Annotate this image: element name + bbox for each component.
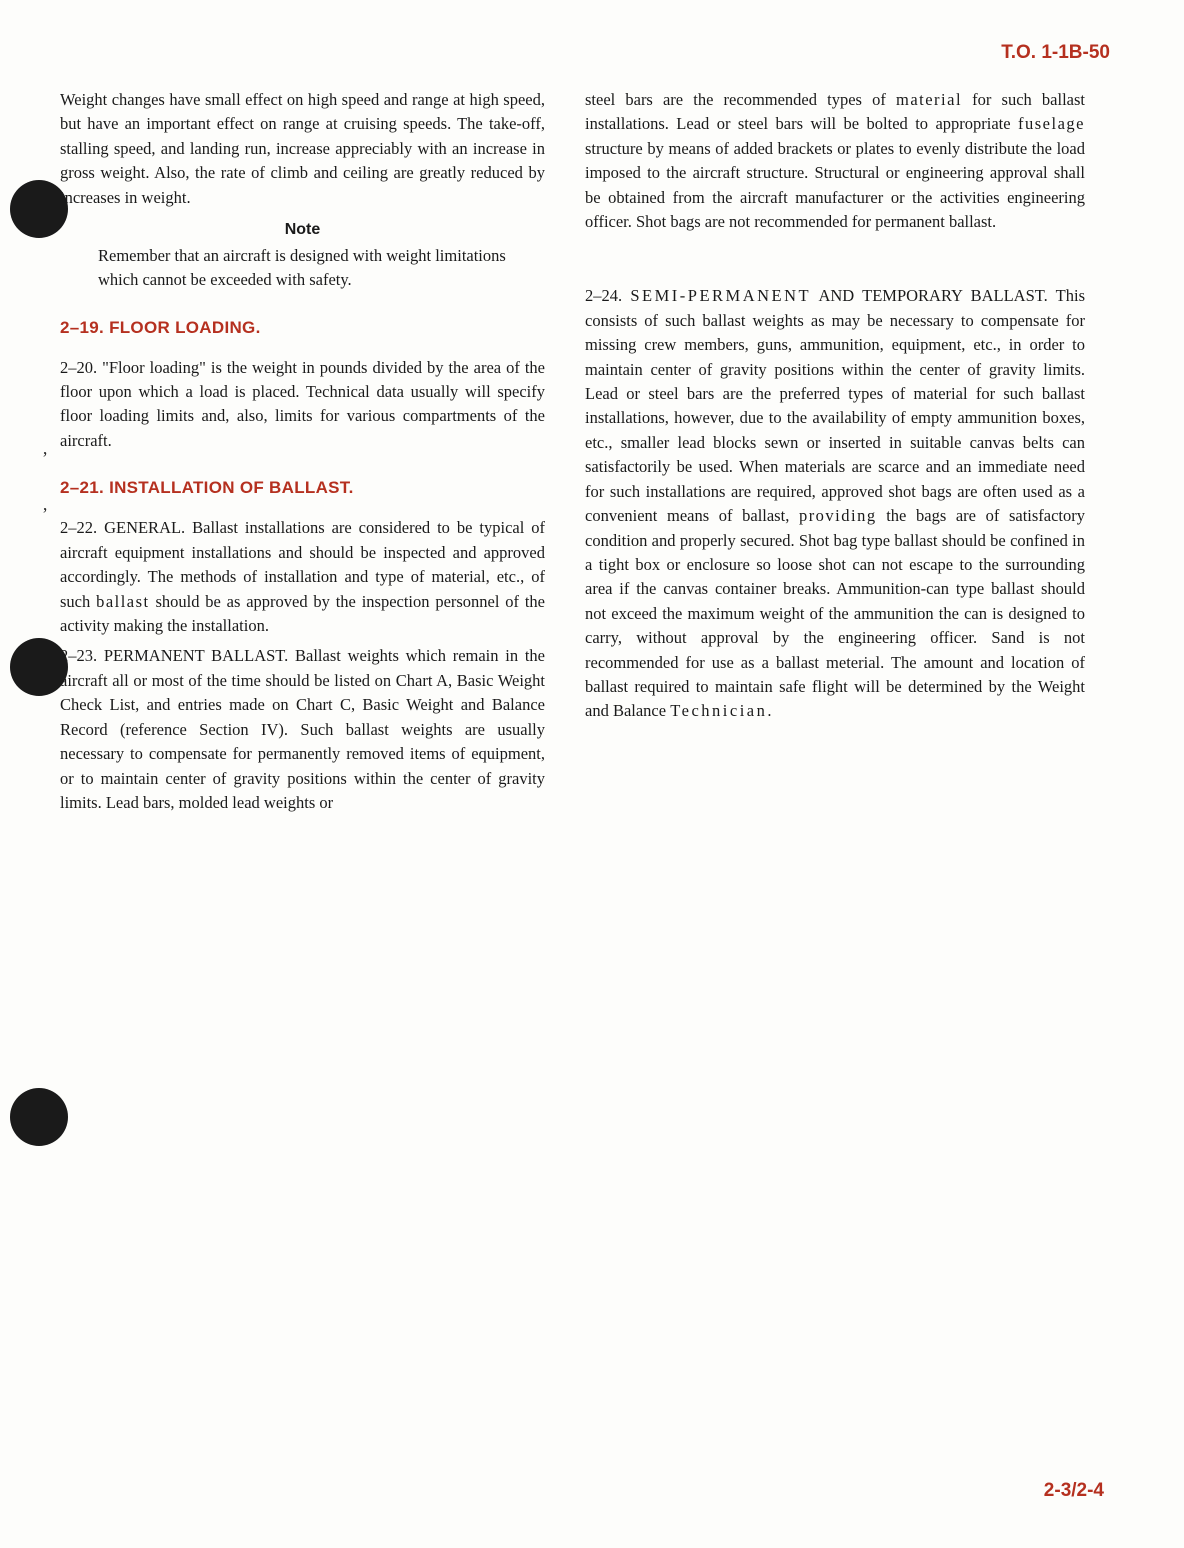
paragraph-220: 2–20. "Floor loading" is the weight in p… (60, 356, 545, 454)
text: steel bars are the recommended types of (585, 90, 896, 109)
page-number: 2-3/2-4 (1044, 1480, 1104, 1502)
document-code: T.O. 1-1B-50 (1001, 42, 1110, 64)
note-body: Remember that an aircraft is designed wi… (60, 244, 545, 293)
note-label: Note (60, 218, 545, 242)
paragraph-steel: steel bars are the recommended types of … (585, 88, 1085, 234)
punch-hole (10, 180, 68, 238)
section-heading-219: 2–19. FLOOR LOADING. (60, 315, 545, 340)
spaced-word-material: material (896, 90, 962, 109)
spaced-word-ballast: ballast (96, 592, 150, 611)
spaced-word-fuselage: fuselage (1018, 114, 1085, 133)
spaced-word-semipermanent: SEMI-PERMANENT (630, 286, 811, 305)
text: 2–24. (585, 286, 630, 305)
punch-hole (10, 638, 68, 696)
spaced-word-providing: providing (799, 506, 877, 525)
paragraph-223: 2–23. PERMANENT BALLAST. Ballast weights… (60, 644, 545, 815)
paragraph-222: 2–22. GENERAL. Ballast installations are… (60, 516, 545, 638)
page-content: Weight changes have small effect on high… (60, 88, 1114, 821)
paragraph-224: 2–24. SEMI-PERMANENT AND TEMPORARY BALLA… (585, 284, 1085, 723)
right-column: steel bars are the recommended types of … (585, 88, 1085, 821)
punch-hole (10, 1088, 68, 1146)
text: AND TEMPORARY BALLAST. This consists of … (585, 286, 1085, 525)
spaced-word-technician: Technician. (670, 701, 774, 720)
section-heading-221: 2–21. INSTALLATION OF BALLAST. (60, 475, 545, 500)
margin-mark: ‚ (42, 494, 48, 515)
text: structure by means of added brackets or … (585, 139, 1085, 231)
left-column: Weight changes have small effect on high… (60, 88, 545, 821)
margin-mark: ‚ (42, 438, 48, 459)
paragraph-weight: Weight changes have small effect on high… (60, 88, 545, 210)
text: the bags are of satisfactory condition a… (585, 506, 1085, 720)
